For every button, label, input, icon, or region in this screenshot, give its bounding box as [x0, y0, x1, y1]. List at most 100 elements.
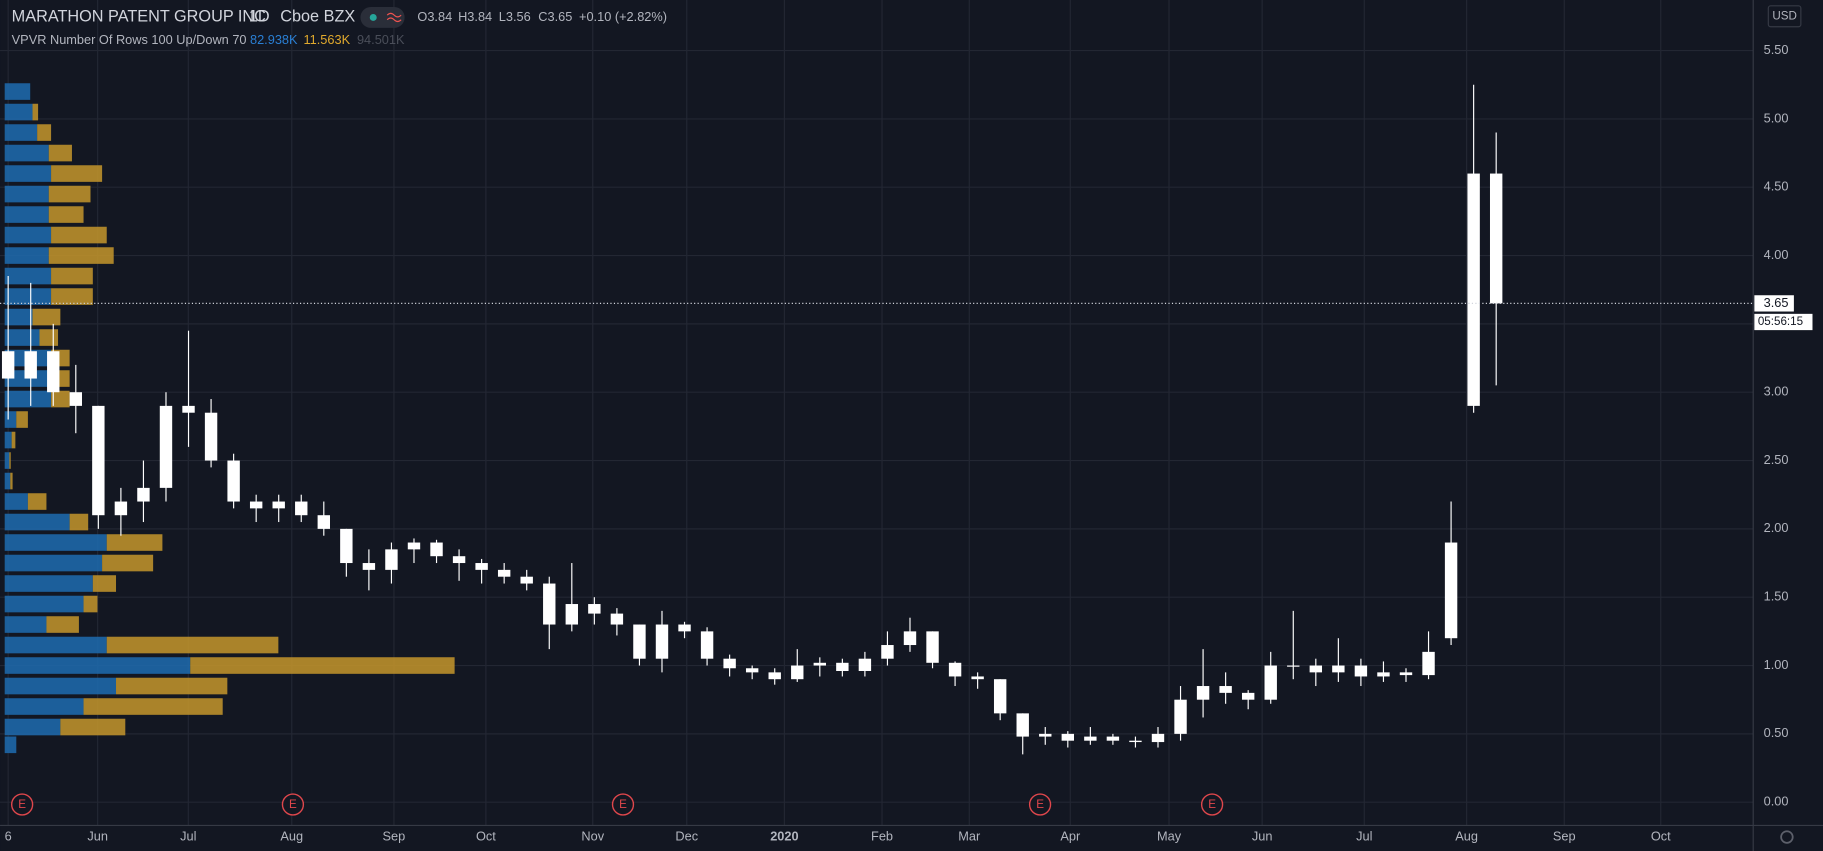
- last-price-box: [1754, 295, 1794, 312]
- candle-body: [858, 658, 872, 671]
- candle-body: [204, 412, 218, 461]
- candle-body: [1332, 665, 1345, 673]
- y-tick-label: 2.50: [1764, 452, 1789, 467]
- y-tick-label: 3.00: [1764, 384, 1789, 399]
- y-tick-label: 4.50: [1764, 179, 1789, 194]
- candle-body: [836, 662, 849, 671]
- y-tick-label: 0.00: [1764, 794, 1789, 809]
- exchange: Cboe BZX: [280, 8, 355, 26]
- candle-body: [1241, 692, 1255, 700]
- vp-up-bar: [4, 83, 31, 100]
- x-tick-label: Jun: [1252, 828, 1273, 843]
- candle-body: [1377, 672, 1390, 677]
- legend-open: O3.84: [417, 9, 452, 24]
- legend-change: +0.10 (+2.82%): [579, 9, 667, 24]
- vp-up-bar: [4, 534, 107, 551]
- indicator-up: 82.938K: [250, 32, 298, 47]
- earnings-marker: [10, 793, 34, 816]
- x-tick-label: Sep: [383, 828, 406, 843]
- candle-body: [655, 624, 669, 659]
- indicator-total: 94.501K: [357, 32, 405, 47]
- vp-up-bar: [4, 411, 17, 428]
- currency-button[interactable]: [1767, 5, 1802, 28]
- vp-up-bar: [4, 247, 49, 264]
- vp-up-bar: [4, 267, 52, 285]
- vp-up-bar: [4, 595, 84, 613]
- x-tick-label: Oct: [476, 828, 496, 843]
- candle-body: [633, 624, 646, 659]
- x-tick-label: 6: [5, 828, 12, 843]
- last-price-label: 3.65: [1764, 295, 1789, 310]
- settings-icon[interactable]: [1780, 830, 1794, 844]
- legend-high: H3.84: [458, 9, 492, 24]
- candle-body: [114, 501, 128, 516]
- vp-down-bar: [106, 636, 279, 654]
- vp-up-bar: [4, 103, 33, 121]
- candle-body: [1444, 542, 1458, 639]
- x-tick-label: 2020: [770, 828, 798, 843]
- earnings-marker: [1028, 793, 1052, 816]
- candle-body: [47, 351, 60, 393]
- status-pill[interactable]: [360, 6, 405, 28]
- indicator-name: VPVR Number Of Rows 100 Up/Down 70: [12, 32, 247, 47]
- volume-profile: [4, 83, 455, 754]
- candle-body: [272, 501, 285, 509]
- vp-down-bar: [51, 267, 93, 285]
- countdown: 05:56:15: [1758, 315, 1803, 328]
- vp-up-bar: [4, 431, 12, 449]
- earnings-label: E: [18, 798, 26, 811]
- candle-body: [452, 556, 466, 564]
- candle-body: [497, 569, 511, 577]
- y-tick-label: 1.00: [1764, 657, 1789, 672]
- candles: [1, 84, 1503, 755]
- candle-body: [993, 679, 1007, 714]
- candle-body: [520, 576, 533, 584]
- axes: 0.000.501.001.502.002.503.003.504.004.50…: [0, 42, 1813, 843]
- candle-body: [1287, 665, 1300, 667]
- candle-body: [1489, 173, 1503, 304]
- candle-body: [588, 604, 601, 614]
- vp-up-bar: [4, 657, 191, 674]
- x-tick-label: Mar: [958, 828, 981, 843]
- candle-body: [1422, 651, 1435, 676]
- vp-up-bar: [4, 472, 11, 490]
- vp-down-bar: [48, 185, 91, 203]
- x-tick-label: Aug: [1455, 828, 1478, 843]
- legend-close: C3.65: [538, 9, 572, 24]
- vp-down-bar: [11, 431, 16, 449]
- vp-down-bar: [106, 534, 163, 551]
- vp-down-bar: [83, 595, 98, 613]
- x-tick-label: Sep: [1553, 828, 1576, 843]
- vp-down-bar: [60, 718, 126, 736]
- candle-body: [182, 405, 195, 413]
- vp-up-bar: [4, 513, 70, 531]
- candle-body: [610, 613, 624, 625]
- candle-body: [565, 604, 579, 625]
- vp-up-bar: [4, 493, 28, 510]
- candle-body: [69, 392, 83, 406]
- candle-body: [1, 351, 15, 379]
- earnings-label: E: [1208, 798, 1216, 811]
- earnings-label: E: [1036, 798, 1044, 811]
- x-tick-label: Apr: [1060, 828, 1081, 843]
- vp-up-bar: [4, 554, 103, 572]
- candle-body: [1016, 713, 1029, 737]
- vp-down-bar: [32, 103, 39, 121]
- y-tick-label: 0.50: [1764, 725, 1789, 740]
- y-tick-label: 2.00: [1764, 520, 1789, 535]
- vp-up-bar: [4, 329, 40, 346]
- candle-body: [1196, 686, 1210, 700]
- vp-up-bar: [4, 288, 52, 305]
- vp-down-bar: [51, 390, 70, 408]
- candle-body: [1264, 665, 1277, 700]
- x-tick-label: Jul: [1356, 828, 1372, 843]
- vp-down-bar: [190, 657, 455, 674]
- candle-body: [227, 460, 240, 502]
- candle-body: [1219, 686, 1232, 693]
- vp-down-bar: [102, 554, 154, 572]
- candle-body: [903, 631, 917, 646]
- vp-down-bar: [48, 144, 72, 162]
- earnings-marker: [281, 793, 305, 816]
